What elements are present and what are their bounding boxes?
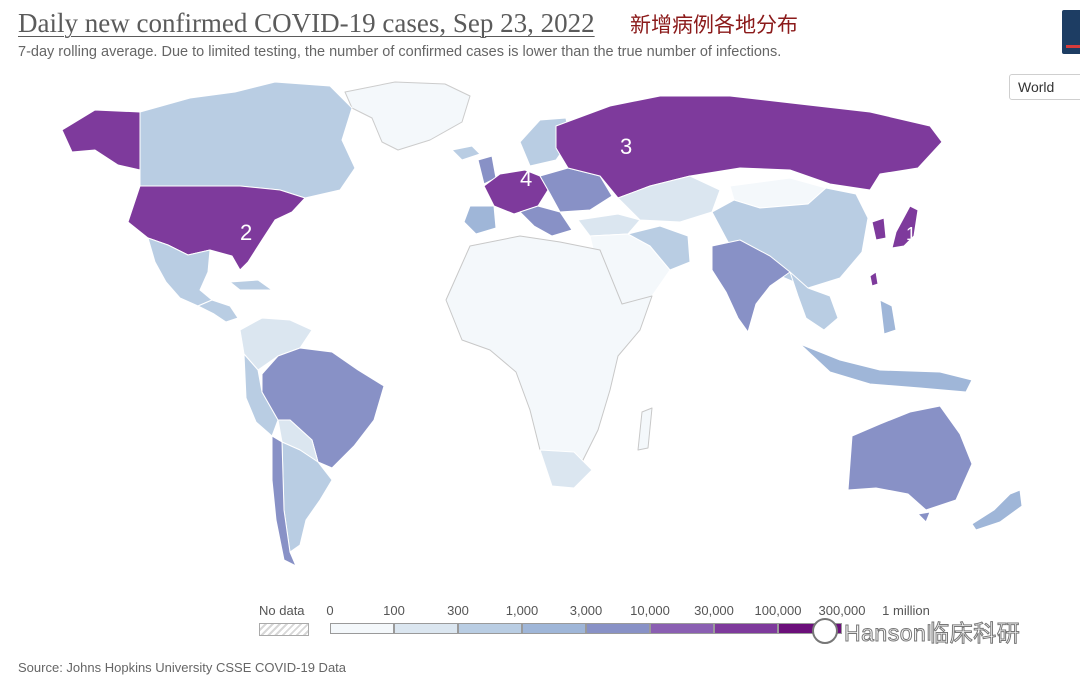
alaska[interactable] xyxy=(61,109,141,171)
rank-label-europe: 4 xyxy=(520,166,532,191)
legend-tick-label: 10,000 xyxy=(630,603,670,618)
mexico[interactable] xyxy=(147,237,213,307)
entity-selector[interactable]: World xyxy=(1009,74,1080,100)
chile[interactable] xyxy=(271,435,297,567)
turkey[interactable] xyxy=(577,213,641,237)
legend-tick-label: 0 xyxy=(326,603,334,618)
madagascar[interactable] xyxy=(637,407,653,451)
legend-no-data-swatch[interactable] xyxy=(259,623,309,636)
cuba[interactable] xyxy=(229,279,273,291)
legend-color-bin[interactable] xyxy=(394,623,458,634)
legend-color-bin[interactable] xyxy=(778,623,842,634)
iceland[interactable] xyxy=(451,145,481,161)
russia[interactable] xyxy=(555,95,943,199)
new-zealand[interactable] xyxy=(971,489,1023,531)
peru[interactable] xyxy=(243,353,279,437)
philippines[interactable] xyxy=(879,299,897,335)
chinese-annotation-title: 新增病例各地分布 xyxy=(630,14,798,37)
southeast-asia[interactable] xyxy=(789,271,839,331)
rank-label-japan: 1 xyxy=(906,224,916,244)
legend-tick-label: 100 xyxy=(383,603,405,618)
legend-tick-label: 30,000 xyxy=(694,603,734,618)
legend-color-bin[interactable] xyxy=(714,623,778,634)
legend-tick-label: 1 million xyxy=(882,603,930,618)
italy-balkans[interactable] xyxy=(519,205,573,237)
iberia[interactable] xyxy=(463,205,497,235)
wechat-watermark: Hanson临床科研 xyxy=(812,614,1020,648)
legend-tick-label: 100,000 xyxy=(754,603,802,618)
greenland[interactable] xyxy=(344,81,471,151)
legend-color-bin[interactable] xyxy=(330,623,394,634)
south-africa[interactable] xyxy=(539,449,593,489)
legend-tick-label: 3,000 xyxy=(569,603,603,618)
africa[interactable] xyxy=(445,235,653,481)
source-note: Source: Johns Hopkins University CSSE CO… xyxy=(18,660,347,675)
legend-tick-label: 300,000 xyxy=(818,603,866,618)
japan[interactable] xyxy=(891,205,919,249)
legend-color-bin[interactable] xyxy=(586,623,650,634)
legend-color-bin[interactable] xyxy=(522,623,586,634)
central-asia[interactable] xyxy=(617,175,721,223)
canada[interactable] xyxy=(139,81,356,199)
tasmania[interactable] xyxy=(917,511,931,523)
india[interactable] xyxy=(711,239,791,333)
rank-label-usa: 2 xyxy=(240,220,252,245)
world-map: 2 3 4 1 xyxy=(61,81,1023,567)
color-legend: No data 0 100 300 1,000 3,000 10,000 30,000 100… xyxy=(250,600,930,650)
wechat-icon xyxy=(812,618,838,644)
iran[interactable] xyxy=(627,225,691,271)
legend-tick-label: 300 xyxy=(447,603,469,618)
taiwan[interactable] xyxy=(869,271,879,287)
legend-tick-label: 1,000 xyxy=(505,603,539,618)
rank-label-russia: 3 xyxy=(620,134,632,159)
chart-title: Daily new confirmed COVID-19 cases, Sep … xyxy=(18,8,595,38)
south-korea[interactable] xyxy=(871,217,887,241)
legend-color-bin[interactable] xyxy=(650,623,714,634)
australia[interactable] xyxy=(847,405,973,511)
owid-logo xyxy=(1062,10,1080,54)
indonesia[interactable] xyxy=(799,343,973,393)
central-america[interactable] xyxy=(197,299,239,323)
chart-subtitle: 7-day rolling average. Due to limited te… xyxy=(18,44,782,60)
legend-color-bin[interactable] xyxy=(458,623,522,634)
legend-no-data-label: No data xyxy=(259,603,305,618)
